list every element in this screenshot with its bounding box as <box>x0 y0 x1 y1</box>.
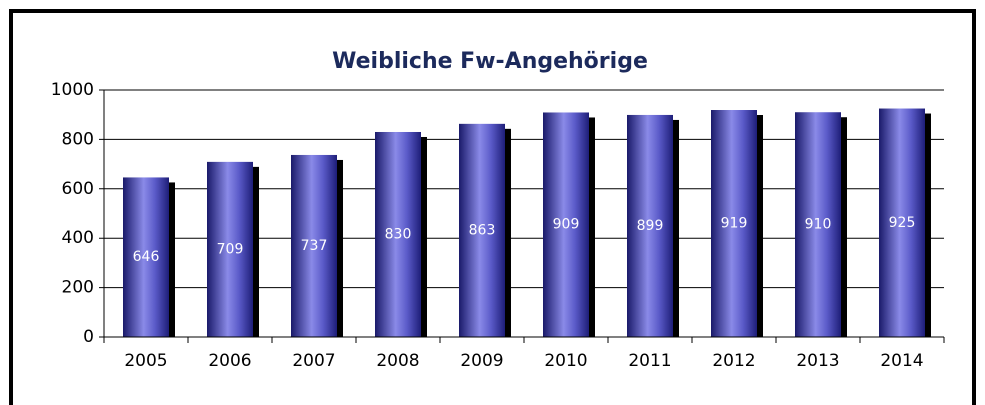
bar <box>879 108 925 338</box>
y-tick-label: 400 <box>62 228 94 248</box>
value-label: 863 <box>469 222 496 238</box>
x-tick-label: 2014 <box>880 351 923 371</box>
value-label: 646 <box>133 249 160 265</box>
x-tick-label: 2011 <box>628 351 671 371</box>
value-label: 910 <box>805 217 832 233</box>
value-label: 899 <box>637 218 664 234</box>
y-tick-label: 1000 <box>51 80 94 100</box>
value-label: 919 <box>721 216 748 232</box>
x-tick-label: 2005 <box>124 351 167 371</box>
x-tick-label: 2012 <box>712 351 755 371</box>
x-tick-label: 2007 <box>292 351 335 371</box>
x-tick-label: 2013 <box>796 351 839 371</box>
y-tick-label: 200 <box>62 278 94 298</box>
value-label: 709 <box>217 241 244 257</box>
bar <box>459 123 505 338</box>
bar <box>375 131 421 337</box>
value-label: 925 <box>889 215 916 231</box>
chart-title: Weibliche Fw-Angehörige <box>332 49 648 74</box>
bar <box>627 114 673 338</box>
bar <box>291 154 337 337</box>
bar <box>711 110 757 338</box>
value-label: 909 <box>553 217 580 233</box>
x-tick-label: 2006 <box>208 351 251 371</box>
x-tick-label: 2009 <box>460 351 503 371</box>
y-tick-label: 800 <box>62 129 94 149</box>
bar <box>207 161 253 337</box>
bar <box>543 112 589 338</box>
y-tick-label: 0 <box>83 327 94 347</box>
value-label: 737 <box>301 238 328 254</box>
value-label: 830 <box>385 226 412 242</box>
x-tick-label: 2008 <box>376 351 419 371</box>
x-tick-label: 2010 <box>544 351 587 371</box>
bar <box>795 112 841 337</box>
bar <box>123 177 169 337</box>
y-tick-label: 600 <box>62 179 94 199</box>
